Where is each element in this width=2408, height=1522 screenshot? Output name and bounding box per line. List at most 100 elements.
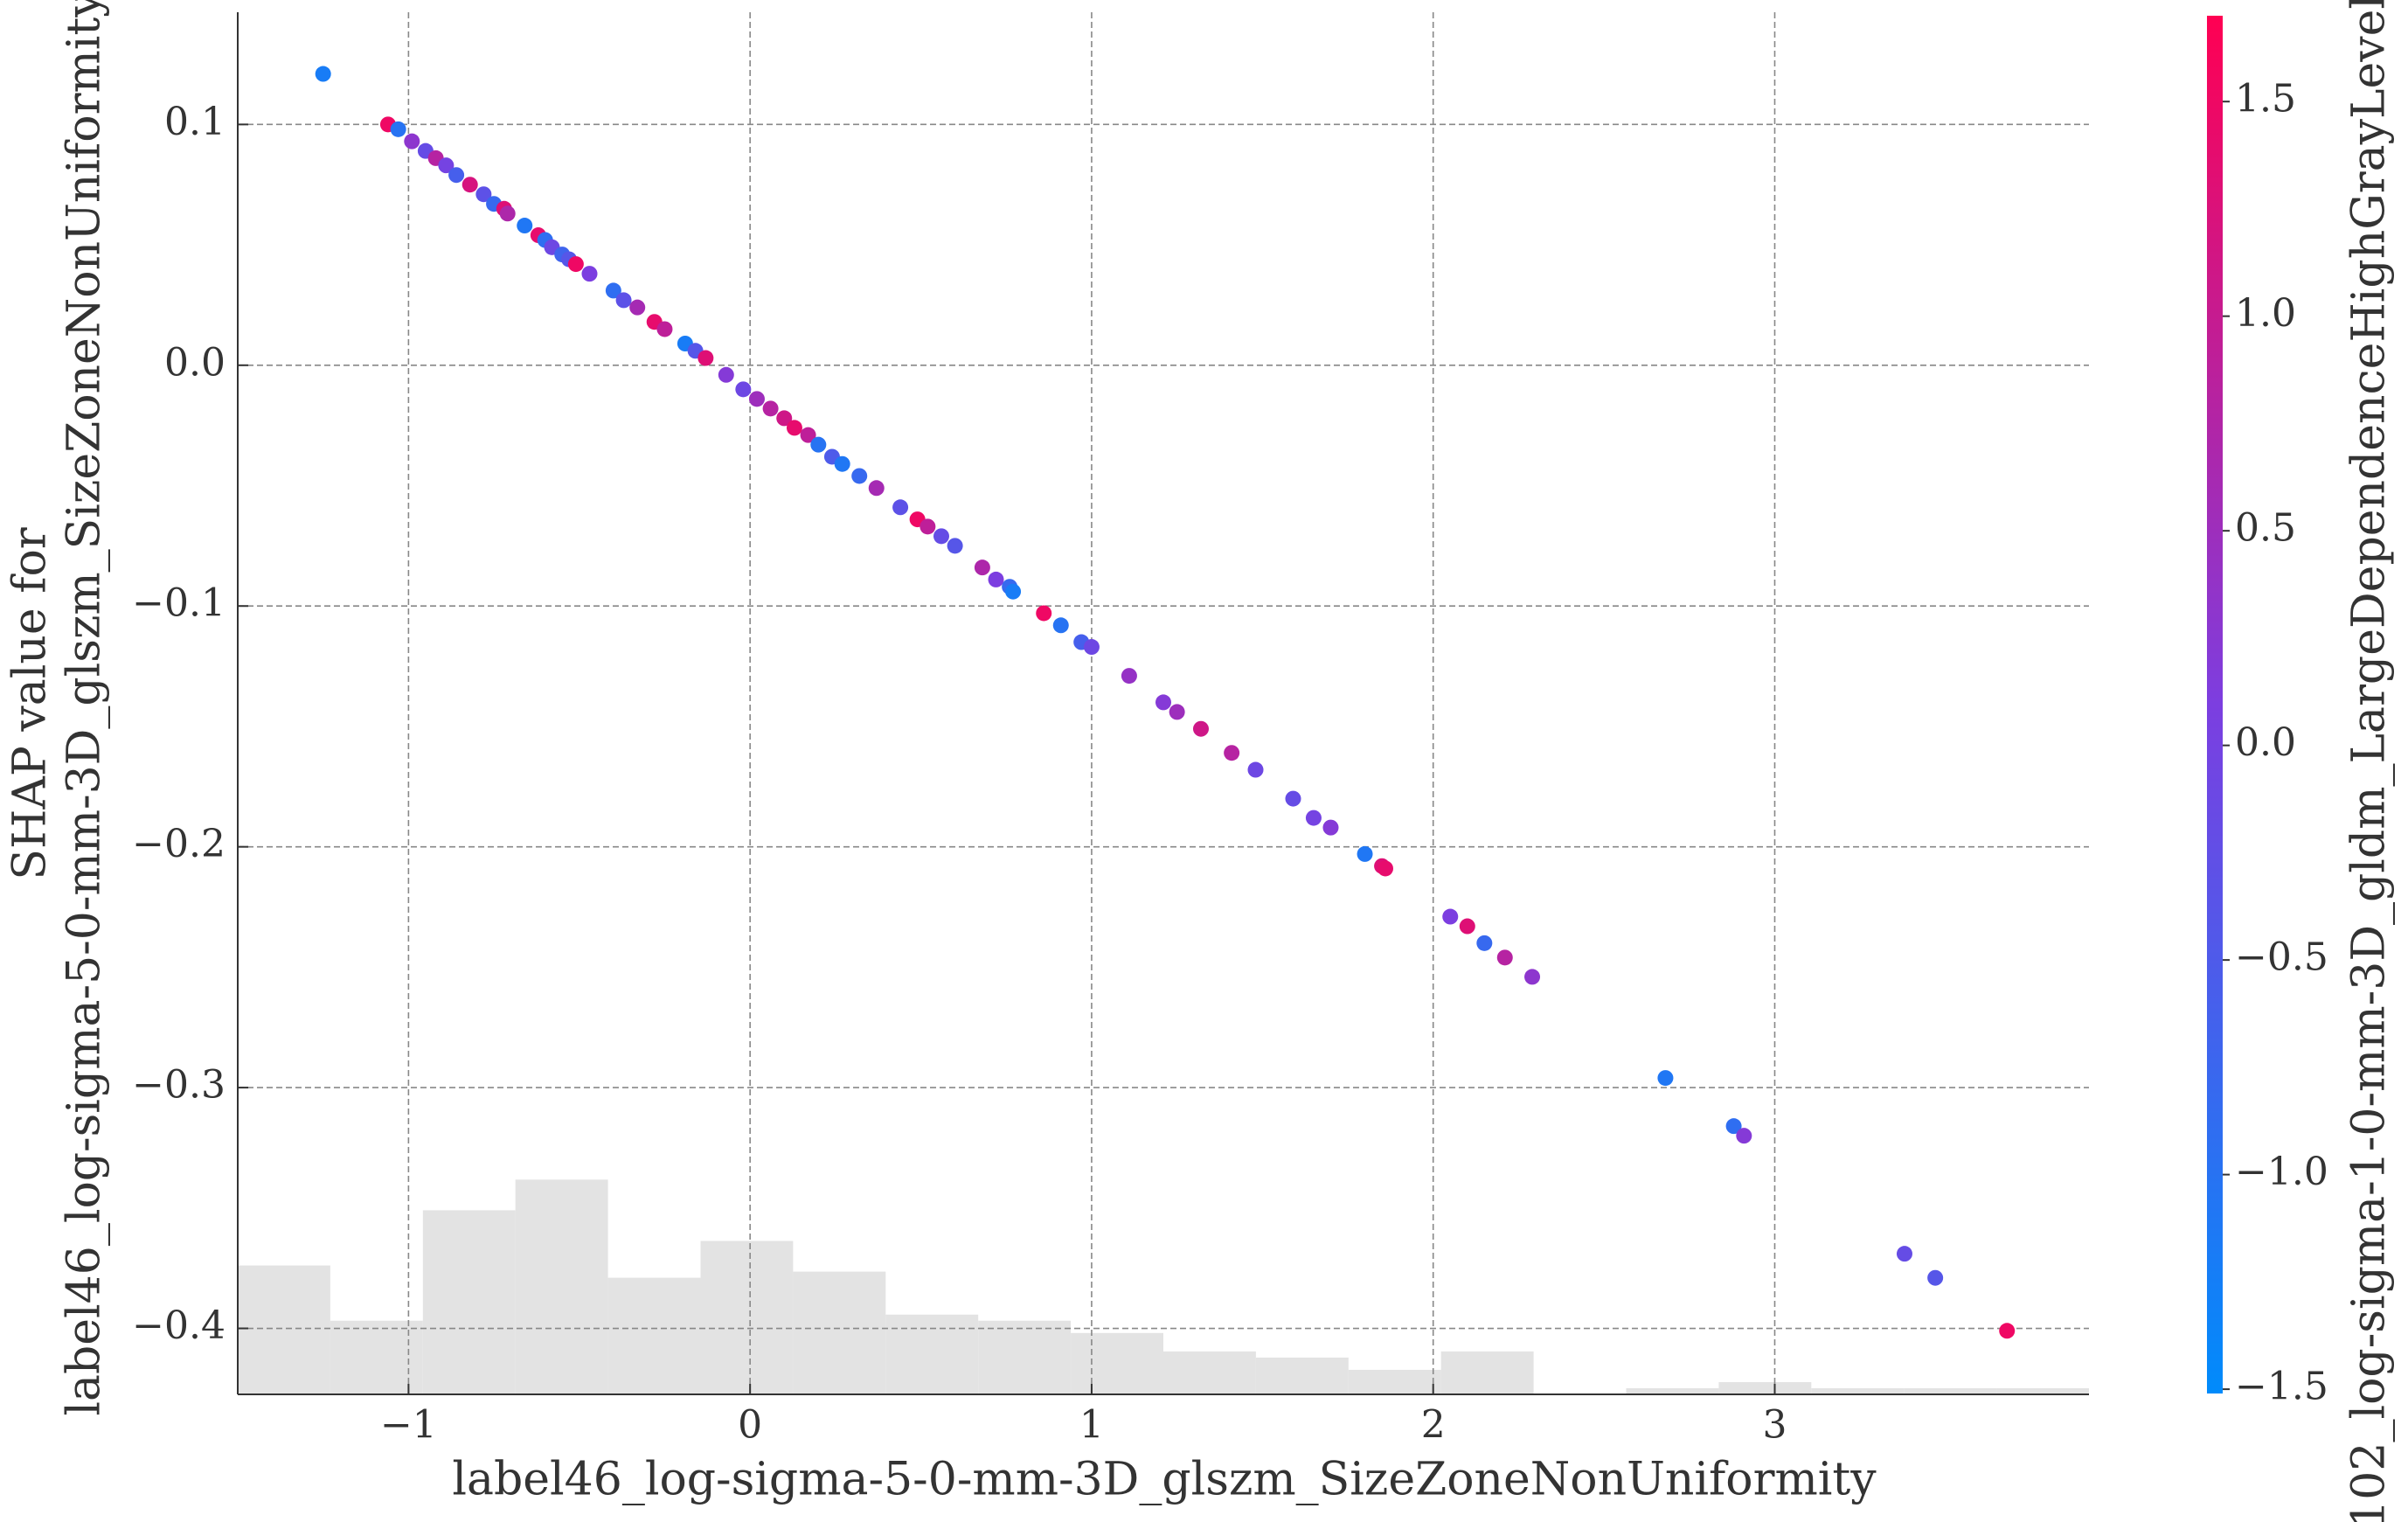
point	[1657, 1070, 1674, 1087]
point	[1524, 969, 1541, 985]
point	[581, 266, 598, 282]
colorbar	[2207, 16, 2223, 1393]
colorbar-tick-label: −1.0	[2235, 1150, 2328, 1194]
point	[567, 256, 584, 273]
x-axis-label: label46_log-sigma-5-0-mm-3D_glszm_SizeZo…	[452, 1454, 1877, 1506]
colorbar-tick-label: −0.5	[2235, 935, 2328, 980]
point	[851, 468, 868, 484]
point	[448, 167, 465, 184]
y-tick-label: 0.0	[164, 340, 226, 385]
histogram-bar	[515, 1179, 608, 1394]
point	[718, 366, 734, 383]
y-tick-label: 0.1	[164, 100, 226, 144]
point	[1192, 720, 1209, 737]
point	[1896, 1246, 1912, 1262]
y-tick-label: −0.3	[132, 1063, 226, 1108]
histogram-bar	[607, 1277, 701, 1394]
colorbar-tick-label: 1.5	[2235, 77, 2296, 122]
histogram-bar	[1440, 1351, 1534, 1394]
histogram-bar	[1255, 1357, 1349, 1394]
point	[868, 480, 885, 497]
x-tick-label: 2	[1421, 1403, 1446, 1448]
point	[1725, 1118, 1742, 1135]
point	[1927, 1269, 1944, 1286]
point	[499, 205, 516, 222]
point	[1999, 1323, 2016, 1339]
point	[1736, 1128, 1752, 1144]
point	[933, 528, 949, 545]
point	[1052, 617, 1069, 634]
point	[776, 410, 793, 427]
point	[438, 157, 455, 174]
histogram-bar	[1996, 1387, 2089, 1394]
point	[1459, 918, 1475, 935]
y-axis-label: label46_log-sigma-5-0-mm-3D_glszm_SizeZo…	[59, 0, 111, 1416]
point	[1442, 908, 1459, 925]
point	[1377, 860, 1394, 877]
point	[1155, 694, 1171, 711]
point	[1305, 810, 1322, 826]
point	[629, 299, 646, 316]
colorbar-tick-label: 1.0	[2235, 291, 2296, 336]
y-tick-label: −0.4	[132, 1303, 226, 1348]
point	[1357, 845, 1373, 862]
colorbar-tick-label: −1.5	[2235, 1365, 2328, 1409]
point	[404, 133, 420, 149]
colorbar-tick-label: 0.0	[2235, 720, 2296, 765]
point	[697, 350, 714, 366]
point	[800, 427, 816, 443]
point	[1476, 935, 1493, 951]
point	[390, 121, 406, 137]
point	[615, 292, 632, 309]
histogram-bar	[1163, 1351, 1256, 1394]
point	[919, 518, 936, 535]
histogram-bar	[1626, 1387, 1719, 1394]
histogram-bar	[422, 1210, 516, 1394]
colorbar-label: label102_log-sigma-1-0-mm-3D_gldm_LargeD…	[2343, 0, 2396, 1522]
y-tick-label: −0.2	[132, 822, 226, 866]
histogram-bar	[1071, 1332, 1163, 1394]
point	[461, 177, 478, 193]
colorbar-tick-label: 0.5	[2235, 506, 2296, 551]
point	[834, 455, 850, 472]
x-tick-label: 1	[1079, 1403, 1104, 1448]
point	[1169, 704, 1185, 720]
point	[1083, 639, 1100, 656]
x-tick-label: 3	[1762, 1403, 1787, 1448]
histogram-bar	[1904, 1387, 1997, 1394]
histogram-bar	[700, 1241, 794, 1394]
point	[974, 559, 990, 576]
point	[1285, 790, 1301, 807]
x-tick-label: 0	[738, 1403, 762, 1448]
x-tick-label: −1	[380, 1403, 437, 1448]
point	[315, 66, 331, 82]
point	[786, 420, 802, 436]
point	[1322, 819, 1339, 836]
histogram-bar	[1348, 1369, 1441, 1394]
histogram-bar	[1811, 1387, 1905, 1394]
histogram-bar	[978, 1320, 1072, 1394]
histogram-bar	[885, 1314, 979, 1394]
histogram-bar	[238, 1265, 330, 1394]
point	[735, 381, 752, 398]
point	[1496, 949, 1513, 966]
point	[475, 186, 492, 203]
point	[762, 400, 779, 417]
point	[656, 321, 673, 337]
histogram-bar	[1718, 1381, 1812, 1394]
point	[810, 436, 827, 453]
point	[988, 571, 1004, 587]
point	[892, 499, 909, 516]
point	[1247, 761, 1264, 778]
point	[605, 282, 621, 299]
y-tick-label: −0.1	[132, 581, 226, 626]
point	[1121, 668, 1137, 685]
point	[1005, 583, 1022, 600]
point	[517, 218, 533, 234]
point	[1036, 605, 1052, 622]
point	[748, 391, 765, 407]
y-axis-label: SHAP value for	[4, 527, 57, 879]
histogram-bar	[330, 1320, 423, 1394]
